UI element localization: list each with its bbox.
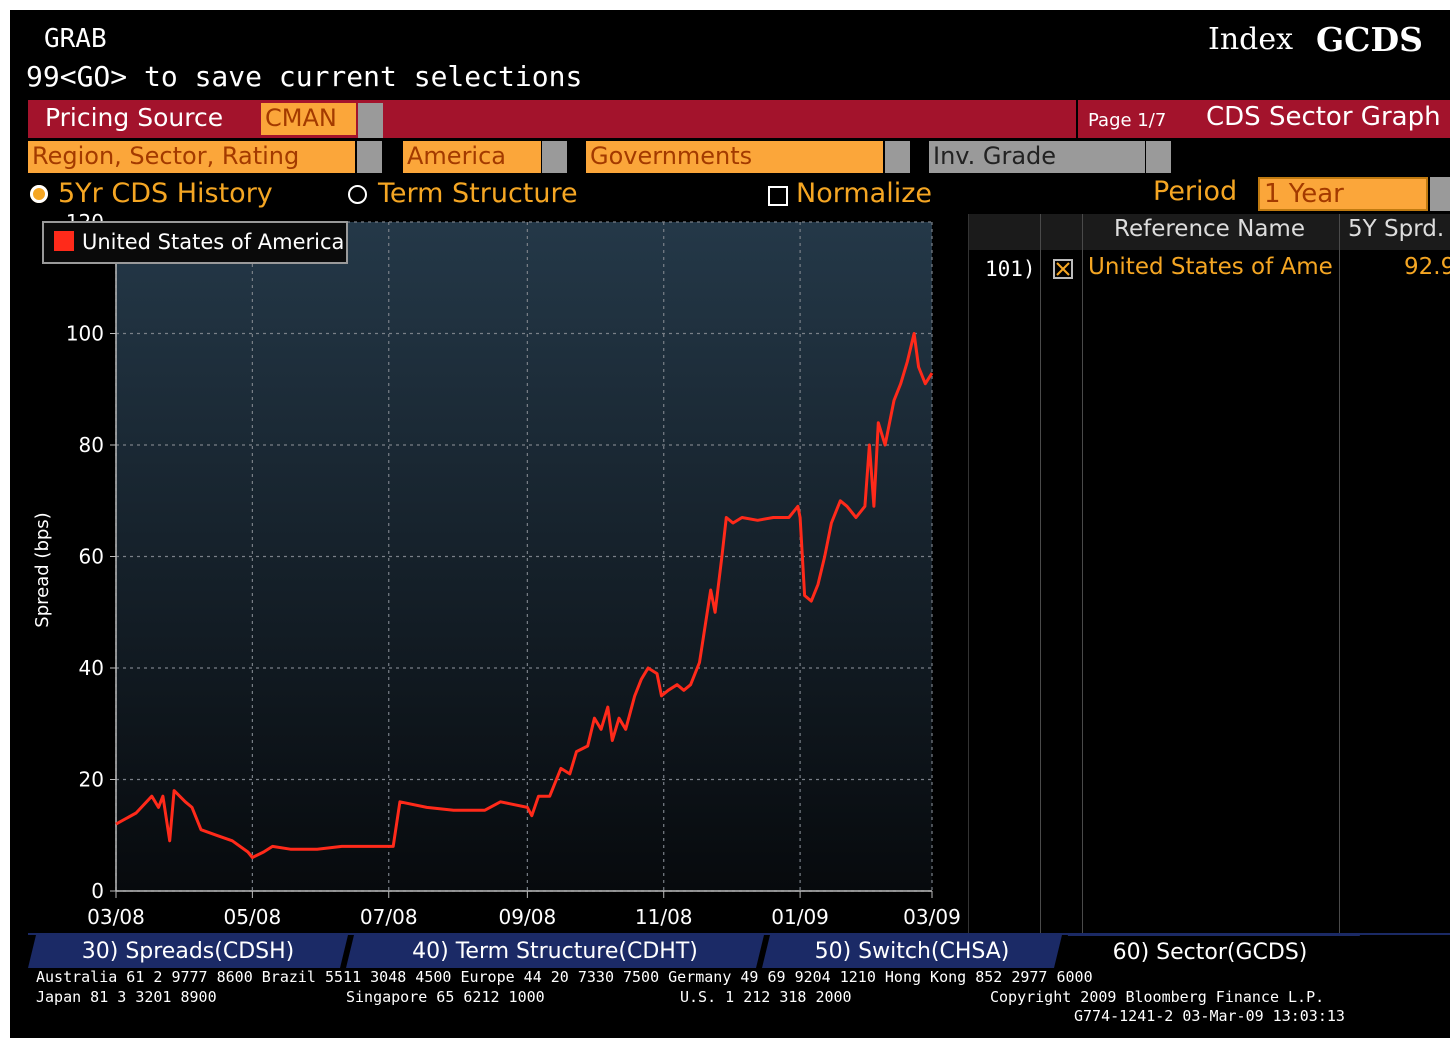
row-index: 101)	[985, 257, 1036, 281]
table-header-row	[968, 214, 1450, 250]
pricing-bar	[28, 100, 1076, 138]
contact-singapore: Singapore 65 6212 1000	[346, 988, 545, 1006]
app-label: GRAB	[44, 24, 107, 54]
y-tick-label: 0	[91, 879, 104, 903]
period-label: Period	[1153, 176, 1238, 207]
y-tick-label: 100	[66, 322, 104, 346]
table-divider	[1040, 214, 1041, 933]
contact-japan: Japan 81 3 3201 8900	[36, 988, 217, 1006]
index-label: Index	[1208, 22, 1294, 57]
x-tick-label: 01/09	[771, 905, 829, 929]
index-ticker: GCDS	[1316, 20, 1423, 59]
period-field[interactable]: 1 Year	[1258, 177, 1428, 211]
legend-box	[42, 221, 348, 264]
page-indicator: Page 1/7	[1088, 110, 1167, 131]
period-dropdown[interactable]	[1430, 177, 1450, 211]
rating-dropdown[interactable]	[1146, 141, 1171, 173]
row-reference-name[interactable]: United States of Ame	[1088, 254, 1333, 280]
reference-table	[968, 214, 1450, 933]
copyright: Copyright 2009 Bloomberg Finance L.P.	[990, 988, 1325, 1006]
x-tick-label: 03/08	[87, 905, 145, 929]
x-tick-label: 11/08	[635, 905, 693, 929]
row-checkbox-icon[interactable]	[1053, 259, 1073, 279]
term-option-label[interactable]: Term Structure	[378, 178, 578, 209]
tab-spreads[interactable]: 30) Spreads(CDSH)	[28, 935, 348, 968]
pricing-source-label: Pricing Source	[45, 103, 224, 132]
x-tick-label: 03/09	[903, 905, 961, 929]
rating-field[interactable]: Inv. Grade	[929, 141, 1145, 173]
column-header-5y-spread[interactable]: 5Y Sprd.	[1348, 216, 1445, 242]
terminal-screen: GRAB 99<GO> to save current selections I…	[10, 10, 1450, 1038]
legend-swatch	[54, 231, 74, 251]
filter-group-dropdown[interactable]	[357, 141, 382, 173]
row-spread: 92.9	[1404, 254, 1450, 280]
y-tick-label: 80	[79, 433, 104, 457]
y-tick-label: 60	[79, 545, 104, 569]
spread-chart: 02040608010012003/0805/0807/0809/0811/08…	[32, 210, 961, 929]
sector-dropdown[interactable]	[885, 141, 910, 173]
series-line-united-states	[115, 332, 934, 859]
term-radio-icon[interactable]	[348, 185, 367, 204]
y-axis-label: Spread (bps)	[32, 512, 53, 627]
screen-title: CDS Sector Graph	[1206, 102, 1441, 132]
y-tick-label: 20	[79, 768, 104, 792]
contact-us: U.S. 1 212 318 2000	[680, 988, 852, 1006]
legend-label: United States of America	[82, 230, 344, 254]
title-bar	[1078, 100, 1450, 138]
normalize-checkbox-icon[interactable]	[768, 186, 788, 206]
x-tick-label: 07/08	[360, 905, 418, 929]
history-radio-icon[interactable]	[30, 185, 48, 203]
save-instruction: 99<GO> to save current selections	[26, 60, 583, 93]
table-divider	[968, 214, 969, 933]
region-field[interactable]: America	[403, 141, 541, 173]
pricing-source-dropdown[interactable]	[358, 103, 383, 138]
history-option-label[interactable]: 5Yr CDS History	[58, 178, 273, 209]
table-divider	[1082, 214, 1083, 933]
tab-strip-line	[28, 933, 1450, 935]
tab-switch[interactable]: 50) Switch(CHSA)	[762, 935, 1062, 968]
normalize-label[interactable]: Normalize	[796, 178, 932, 209]
x-tick-label: 09/08	[499, 905, 557, 929]
y-tick-label: 40	[79, 656, 104, 680]
terminal-stamp: G774-1241-2 03-Mar-09 13:03:13	[1074, 1007, 1345, 1025]
region-dropdown[interactable]	[542, 141, 567, 173]
contact-numbers-line1: Australia 61 2 9777 8600 Brazil 5511 304…	[36, 968, 1093, 986]
tab-term-structure[interactable]: 40) Term Structure(CDHT)	[346, 935, 764, 968]
table-divider	[1339, 214, 1340, 933]
x-tick-label: 05/08	[224, 905, 282, 929]
pricing-source-field[interactable]: CMAN	[261, 103, 356, 135]
column-header-reference-name[interactable]: Reference Name	[1114, 216, 1305, 242]
sector-field[interactable]: Governments	[586, 141, 883, 173]
tab-sector[interactable]: 60) Sector(GCDS)	[1060, 935, 1360, 969]
region-sector-rating-label: Region, Sector, Rating	[28, 141, 355, 173]
